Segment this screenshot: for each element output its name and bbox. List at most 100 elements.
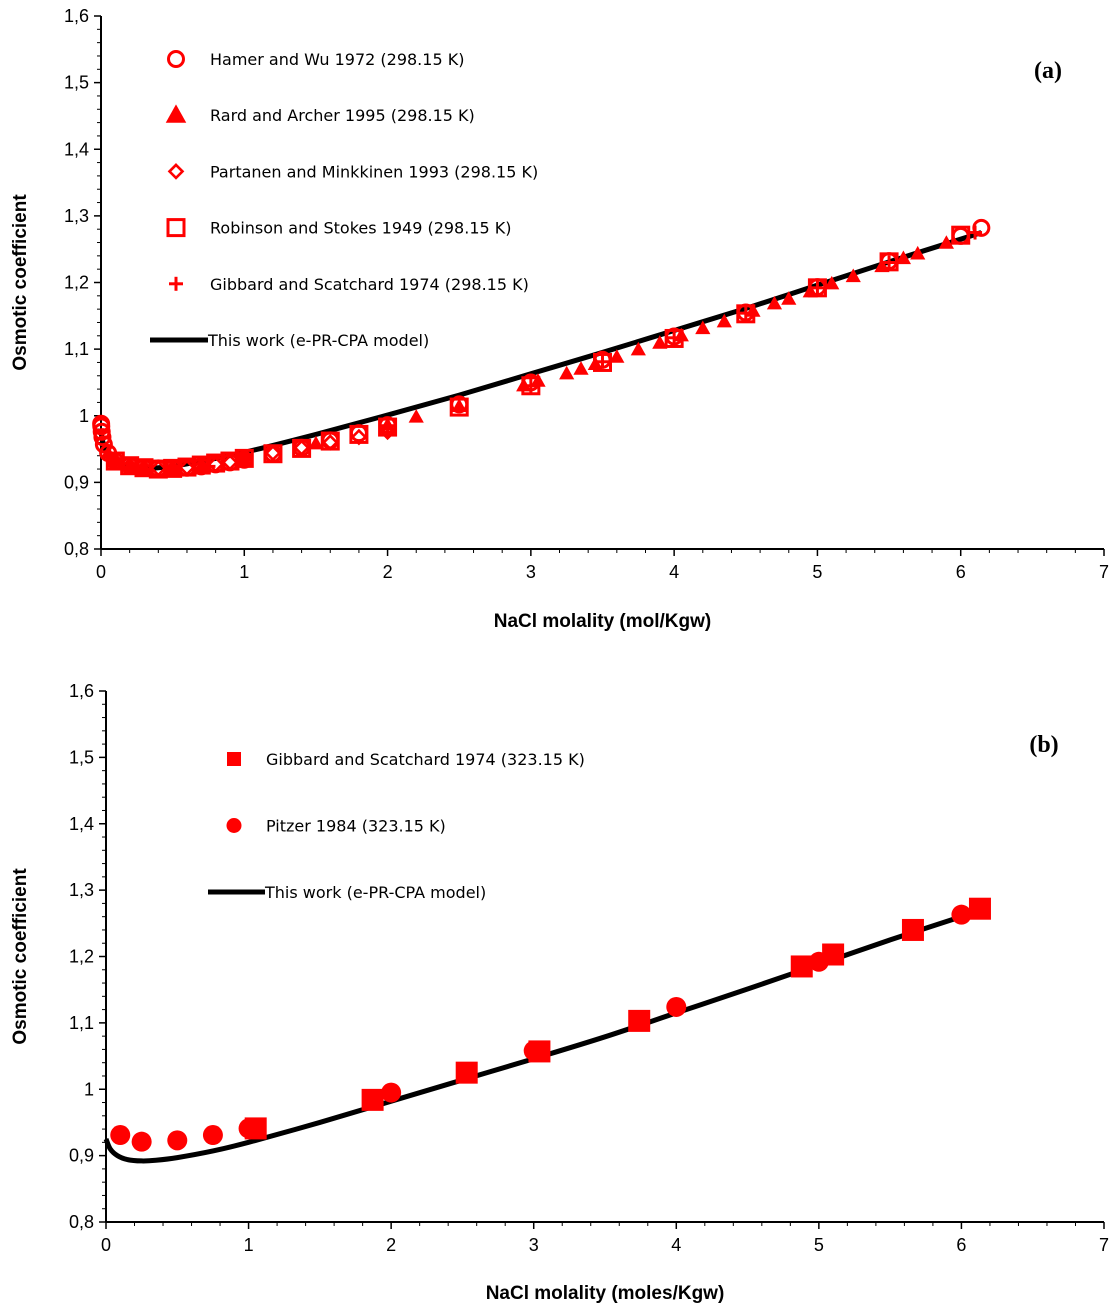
data-point — [361, 1088, 384, 1111]
data-point — [449, 397, 469, 417]
y-tick-label: 0,8 — [64, 539, 89, 559]
y-tick-label: 0,9 — [69, 1146, 94, 1166]
series-filled-square — [244, 897, 991, 1140]
legend-item: Gibbard and Scatchard 1974 (323.15 K) — [227, 750, 585, 769]
data-point — [105, 451, 125, 471]
data-point — [781, 291, 797, 305]
data-point — [845, 268, 861, 283]
data-point — [667, 330, 682, 345]
data-point — [521, 376, 541, 396]
model-line — [103, 908, 981, 1164]
x-tick-label: 5 — [814, 1235, 824, 1255]
data-point — [824, 275, 840, 290]
data-point — [736, 304, 756, 324]
y-tick-label: 1,5 — [64, 73, 89, 93]
data-point — [93, 428, 112, 447]
y-axis-label: Osmotic coefficient — [10, 868, 31, 1045]
data-point — [807, 278, 827, 298]
x-tick-label: 2 — [386, 1235, 396, 1255]
data-point — [167, 1130, 188, 1151]
data-point — [349, 424, 369, 444]
series-filled-triangle — [100, 235, 954, 474]
legend-marker — [227, 752, 241, 766]
data-point — [790, 955, 813, 978]
data-point — [968, 225, 983, 240]
data-point — [320, 431, 340, 451]
legend-label: Robinson and Stokes 1949 (298.15 K) — [210, 219, 512, 238]
y-tick-label: 1,3 — [64, 206, 89, 226]
data-point — [149, 460, 167, 477]
data-point — [451, 398, 467, 413]
legend-label: Pitzer 1984 (323.15 K) — [266, 817, 446, 836]
data-point — [573, 361, 589, 375]
x-tick-label: 3 — [529, 1235, 539, 1255]
x-tick-label: 2 — [383, 562, 393, 582]
x-axis-label: NaCl molality (moles/Kgw) — [486, 1283, 725, 1304]
data-point — [293, 439, 310, 457]
x-tick-label: 6 — [956, 1235, 966, 1255]
y-tick-label: 1 — [84, 1079, 94, 1099]
x-tick-label: 3 — [526, 562, 536, 582]
data-point — [716, 313, 732, 328]
series-filled-circle — [110, 904, 972, 1152]
data-point — [628, 1009, 651, 1032]
data-point — [630, 341, 646, 356]
y-tick-label: 1,4 — [64, 139, 89, 159]
legend-label: Gibbard and Scatchard 1974 (298.15 K) — [210, 275, 529, 294]
legend-marker — [226, 818, 242, 833]
data-point — [695, 320, 711, 335]
x-tick-label: 4 — [669, 562, 679, 582]
y-tick-label: 1,1 — [64, 339, 89, 359]
data-point — [292, 438, 312, 458]
data-point — [381, 1082, 402, 1103]
data-point — [808, 951, 829, 972]
y-tick-label: 1,4 — [69, 814, 94, 834]
data-point — [238, 1118, 259, 1139]
data-point — [766, 295, 783, 310]
y-tick-label: 1,5 — [69, 747, 94, 767]
x-tick-label: 5 — [812, 562, 822, 582]
panel-label: (a) — [1034, 58, 1062, 84]
data-point — [938, 235, 954, 249]
data-point — [131, 1131, 152, 1152]
data-point — [882, 255, 897, 270]
y-axis-label: Osmotic coefficient — [10, 194, 31, 371]
y-tick-label: 1 — [79, 406, 89, 426]
data-point — [810, 280, 825, 295]
data-point — [237, 451, 252, 466]
data-point — [264, 444, 282, 462]
legend-marker — [167, 163, 185, 180]
model-line — [98, 230, 983, 471]
y-tick-label: 0,8 — [69, 1212, 94, 1232]
data-point — [652, 335, 668, 349]
legend: Hamer and Wu 1972 (298.15 K) Rard and Arc… — [150, 50, 538, 350]
legend-item: Robinson and Stokes 1949 (298.15 K) — [166, 218, 512, 238]
y-tick-label: 1,3 — [69, 880, 94, 900]
y-tick-label: 1,2 — [64, 273, 89, 293]
x-tick-label: 0 — [96, 562, 106, 582]
legend-label: Gibbard and Scatchard 1974 (323.15 K) — [266, 750, 585, 769]
legend-label: This work (e-PR-CPA model) — [207, 331, 429, 350]
data-point — [910, 245, 926, 260]
legend-item: Pitzer 1984 (323.15 K) — [226, 817, 446, 836]
data-point — [380, 418, 395, 433]
panel-b: 0,8 0,9 1 1,1 1,2 1,3 1,4 1,5 1,6 0 1 2 3 4 5 6 7 NaCl mo… — [10, 681, 1109, 1304]
data-point — [129, 459, 144, 474]
data-point — [738, 306, 753, 321]
series-plus — [108, 225, 983, 476]
data-point — [165, 461, 180, 476]
legend-item: Rard and Archer 1995 (298.15 K) — [165, 104, 475, 125]
legend-item: Gibbard and Scatchard 1974 (298.15 K) — [169, 275, 529, 294]
data-point — [595, 354, 610, 369]
y-tick-label: 0,9 — [64, 472, 89, 492]
data-point — [108, 454, 123, 469]
panel-a: 0,8 0,9 1 1,1 1,2 1,3 1,4 1,5 1,6 0 1 2 3 4 5 6 7 NaCl mo… — [10, 6, 1109, 632]
legend-label: Rard and Archer 1995 (298.15 K) — [210, 106, 475, 125]
data-point — [593, 352, 612, 372]
legend-item: This work (e-PR-CPA model) — [150, 331, 429, 350]
legend-item: Hamer and Wu 1972 (298.15 K) — [167, 50, 464, 69]
data-point — [263, 444, 283, 464]
legend-item: This work (e-PR-CPA model) — [208, 883, 486, 902]
data-point — [455, 1061, 478, 1084]
